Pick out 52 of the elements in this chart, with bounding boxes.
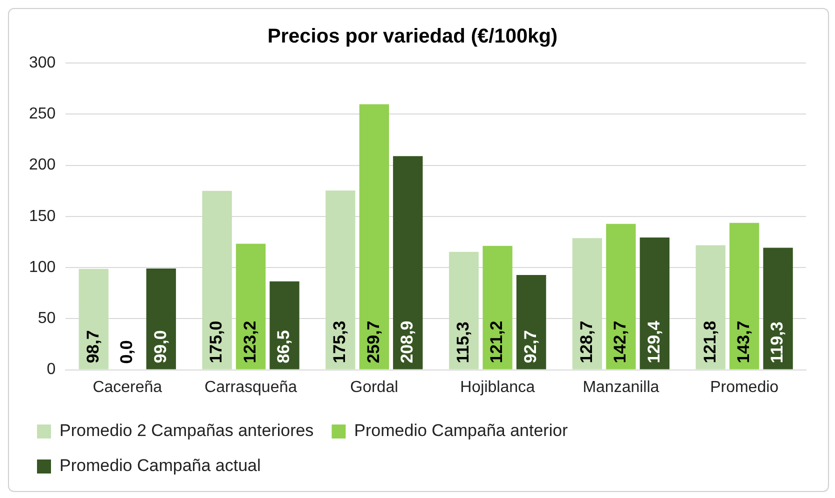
x-tick-label: Carrasqueña (204, 378, 298, 396)
y-tick-label: 250 (28, 106, 56, 123)
bar (640, 237, 670, 370)
x-tick-label: Gordal (350, 378, 398, 396)
bar (78, 268, 108, 370)
bar (146, 268, 176, 370)
bar (359, 104, 389, 370)
bar (696, 245, 726, 370)
bar (326, 190, 356, 370)
bar (202, 190, 232, 370)
data-label: 92,7 (520, 330, 540, 364)
data-label: 175,0 (206, 320, 226, 364)
bar (270, 281, 300, 370)
legend-label: Promedio 2 Campañas anteriores (60, 421, 314, 440)
x-tick-label: Manzanilla (582, 378, 660, 396)
data-label: 121,8 (700, 320, 720, 364)
data-label: 86,5 (274, 330, 294, 364)
data-label: 99,0 (150, 330, 170, 364)
legend-label: Promedio Campaña actual (60, 456, 261, 476)
chart-title: Precios por variedad (€/100kg) (267, 26, 558, 48)
bar (729, 222, 760, 370)
y-tick-label: 0 (46, 361, 56, 378)
data-label: 259,7 (364, 320, 383, 364)
data-label: 142,7 (610, 320, 630, 364)
bar (606, 224, 636, 370)
data-label: 128,7 (576, 320, 596, 364)
bar (572, 238, 602, 370)
data-label: 115,3 (454, 322, 472, 364)
data-label: 208,9 (398, 320, 417, 364)
data-label: 98,7 (83, 330, 102, 364)
bar (236, 244, 266, 370)
y-tick-label: 150 (28, 208, 56, 225)
x-tick-label: Promedio (710, 378, 779, 396)
bar (516, 275, 546, 370)
bar (482, 246, 512, 370)
data-label: 129,4 (644, 320, 664, 364)
data-label: 175,3 (330, 320, 350, 364)
y-tick-label: 200 (28, 156, 56, 174)
legend-label: Promedio Campaña anterior (354, 421, 568, 440)
data-label: 119,3 (768, 322, 787, 364)
data-label: 123,2 (240, 320, 260, 364)
bar (763, 248, 793, 370)
x-tick-label: Hojiblanca (460, 378, 535, 396)
x-tick-label: Cacereña (92, 378, 162, 396)
y-tick-label: 50 (38, 310, 56, 328)
bar (393, 156, 423, 370)
data-label: 0,0 (117, 340, 136, 364)
data-label: 143,7 (734, 320, 753, 364)
y-tick-label: 100 (28, 258, 56, 276)
y-tick-label: 300 (28, 54, 56, 72)
data-label: 121,2 (487, 320, 506, 364)
bar (448, 252, 479, 370)
